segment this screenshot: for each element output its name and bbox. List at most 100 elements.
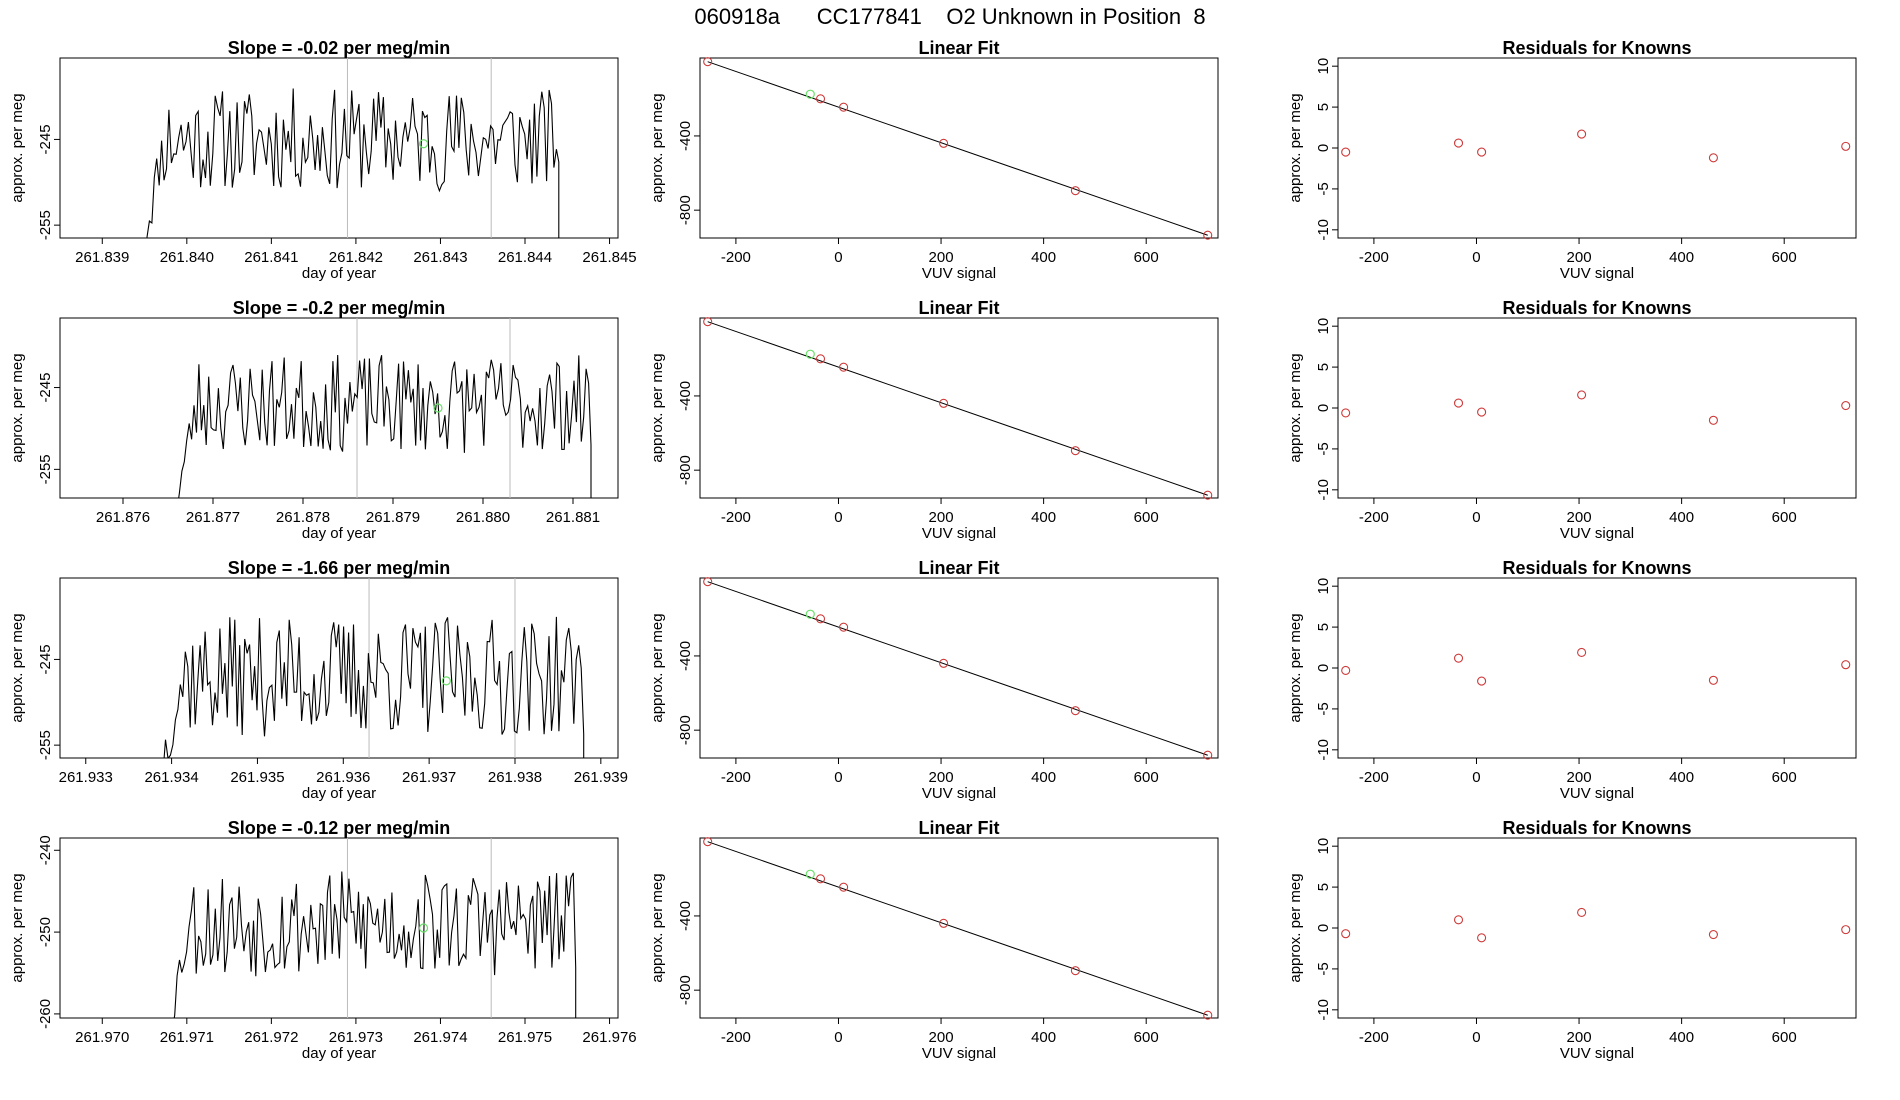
x-tick-label: 0 [1472,509,1480,526]
panel-title: Residuals for Knowns [1502,558,1691,578]
residual-point [1341,929,1351,939]
reference-marker [433,403,443,413]
x-tick-label: 261.970 [75,1029,129,1046]
y-axis-label: approx. per meg [649,353,666,462]
x-tick-label: -200 [1359,249,1389,266]
series-line [178,354,592,498]
unknown-point [805,609,815,619]
x-tick-label: 261.935 [230,769,284,786]
y-axis-label: approx. per meg [9,93,26,202]
x-tick-label: 261.973 [329,1029,383,1046]
unknown-point [805,89,815,99]
data-point [703,57,713,67]
y-tick-label: -10 [1315,739,1332,761]
x-axis-label: day of year [302,525,376,542]
x-tick-label: 261.876 [96,509,150,526]
residual-point [1341,408,1351,418]
y-tick-label: -245 [37,124,54,154]
fit-line [707,61,1208,236]
data-point [815,614,826,624]
x-axis-label: VUV signal [1560,1045,1634,1062]
y-axis-label: approx. per meg [9,613,26,722]
page-title: 060918a CC177841 O2 Unknown in Position … [694,4,1206,29]
residual-point [1708,675,1718,685]
x-tick-label: 0 [834,249,842,266]
x-tick-label: 261.939 [574,769,628,786]
x-tick-label: 600 [1134,509,1159,526]
x-tick-label: 261.936 [316,769,370,786]
x-tick-label: 261.972 [244,1029,298,1046]
panel-title: Residuals for Knowns [1502,818,1691,838]
y-axis-label: approx. per meg [649,93,666,202]
x-tick-label: 600 [1772,769,1797,786]
x-tick-label: 261.974 [413,1029,467,1046]
plot-frame [699,577,1219,759]
panel-fit-1: Linear Fit -200 0 200 400 600 VUV signal -400 -8… [649,38,1219,282]
y-tick-label: -400 [677,121,694,151]
x-tick-label: 261.971 [160,1029,214,1046]
x-tick-label: 200 [1567,1029,1592,1046]
residual-point [1577,907,1587,918]
y-tick-label: -245 [37,644,54,674]
y-tick-label: -245 [37,373,54,403]
y-tick-label: 5 [1315,883,1332,891]
plot-frame [59,57,619,239]
y-tick-label: 5 [1315,623,1332,631]
x-tick-label: 200 [1567,509,1592,526]
panel-title: Slope = -0.12 per meg/min [228,818,451,838]
x-tick-label: 261.877 [186,509,240,526]
plot-frame [1337,317,1857,499]
x-tick-label: -200 [1359,509,1389,526]
x-tick-label: 261.975 [498,1029,552,1046]
x-tick-label: 600 [1772,1029,1797,1046]
x-tick-label: 261.840 [160,249,214,266]
x-tick-label: -200 [721,1029,751,1046]
data-point [1070,706,1080,716]
y-tick-label: -5 [1315,442,1332,455]
y-tick-label: -5 [1315,182,1332,195]
reference-marker [441,676,451,686]
x-tick-label: 261.845 [582,249,636,266]
x-tick-label: 600 [1134,249,1159,266]
x-tick-label: 400 [1031,249,1056,266]
y-tick-label: 5 [1315,103,1332,111]
data-point [939,138,949,148]
x-tick-label: 261.842 [329,249,383,266]
residual-point [1841,925,1851,935]
y-tick-label: 10 [1315,58,1332,75]
data-point [1070,446,1080,456]
y-axis-label: approx. per meg [1287,873,1304,982]
reference-marker [418,139,429,149]
panel-fit-4: Linear Fit -200 0 200 400 600 VUV signal -400 -8… [649,818,1219,1062]
y-tick-label: -800 [677,975,694,1005]
panel-title: Slope = -1.66 per meg/min [228,558,451,578]
residual-point [1453,398,1464,408]
x-tick-label: 261.880 [456,509,510,526]
x-tick-label: 261.839 [75,249,129,266]
plot-frame [59,837,619,1019]
fit-line [707,581,1208,756]
y-tick-label: -800 [677,715,694,745]
residual-point [1453,138,1464,148]
y-axis-label: approx. per meg [9,873,26,982]
x-tick-label: 261.843 [413,249,467,266]
residual-point [1577,647,1587,658]
y-axis-label: approx. per meg [649,873,666,982]
x-tick-label: 261.841 [244,249,298,266]
x-tick-label: -200 [721,769,751,786]
x-tick-label: 200 [929,769,954,786]
x-tick-label: 400 [1031,1029,1056,1046]
panel-residuals-2: Residuals for Knowns -200 0 200 400 600 VUV si… [1287,298,1857,542]
x-tick-label: 261.879 [366,509,420,526]
x-tick-label: 261.878 [276,509,330,526]
x-tick-label: 261.937 [402,769,456,786]
plot-frame [699,57,1219,239]
x-axis-label: VUV signal [1560,785,1634,802]
y-tick-label: 10 [1315,578,1332,595]
data-point [703,577,713,587]
plot-frame [59,577,619,759]
x-tick-label: 261.976 [582,1029,636,1046]
residual-point [1453,653,1464,663]
data-point [1070,186,1080,196]
residual-point [1453,915,1464,925]
